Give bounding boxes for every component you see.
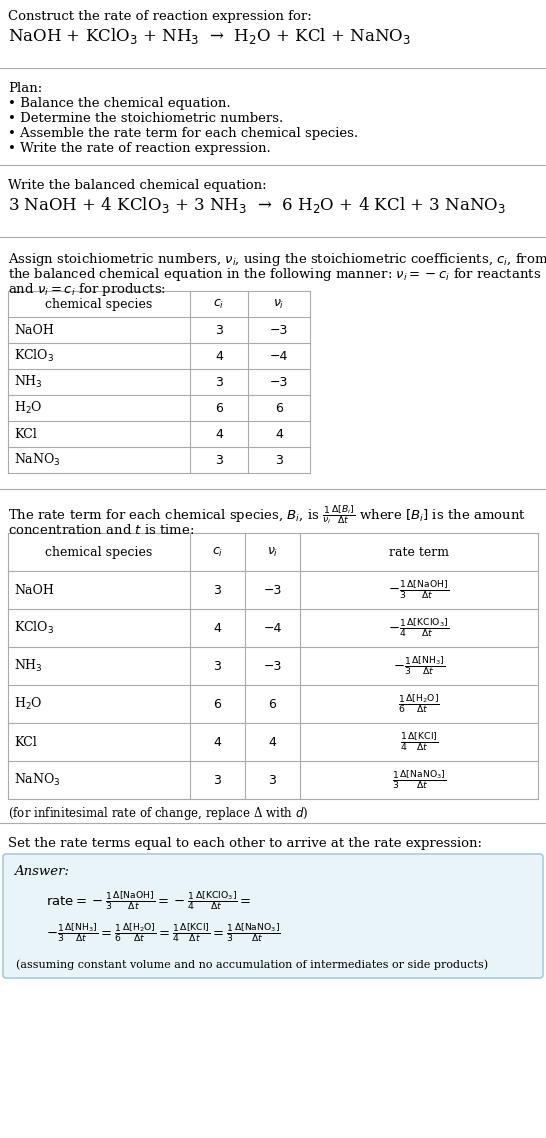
Text: 4: 4 — [269, 735, 276, 749]
Text: 3: 3 — [213, 584, 222, 596]
Text: $-\frac{1}{3}\frac{\Delta[\mathrm{NH_3}]}{\Delta t} = \frac{1}{6}\frac{\Delta[\m: $-\frac{1}{3}\frac{\Delta[\mathrm{NH_3}]… — [46, 921, 281, 943]
Text: and $\nu_i = c_i$ for products:: and $\nu_i = c_i$ for products: — [8, 281, 166, 298]
Text: 3: 3 — [215, 376, 223, 388]
Text: concentration and $t$ is time:: concentration and $t$ is time: — [8, 523, 194, 537]
Text: $c_i$: $c_i$ — [212, 545, 223, 559]
Text: −3: −3 — [263, 660, 282, 673]
Text: H$_2$O: H$_2$O — [14, 696, 43, 712]
Text: Set the rate terms equal to each other to arrive at the rate expression:: Set the rate terms equal to each other t… — [8, 838, 482, 850]
Text: the balanced chemical equation in the following manner: $\nu_i = -c_i$ for react: the balanced chemical equation in the fo… — [8, 266, 541, 283]
Text: −3: −3 — [263, 584, 282, 596]
Text: • Write the rate of reaction expression.: • Write the rate of reaction expression. — [8, 142, 271, 155]
Text: −3: −3 — [270, 376, 288, 388]
Text: 4: 4 — [213, 621, 222, 635]
Text: (for infinitesimal rate of change, replace Δ with $d$): (for infinitesimal rate of change, repla… — [8, 805, 308, 822]
Text: 4: 4 — [215, 349, 223, 363]
Text: $\nu_i$: $\nu_i$ — [267, 545, 278, 559]
Text: $\mathrm{rate} = -\frac{1}{3}\frac{\Delta[\mathrm{NaOH}]}{\Delta t} = -\frac{1}{: $\mathrm{rate} = -\frac{1}{3}\frac{\Delt… — [46, 889, 252, 912]
Text: KCl: KCl — [14, 428, 37, 440]
Text: H$_2$O: H$_2$O — [14, 399, 43, 417]
FancyBboxPatch shape — [3, 854, 543, 978]
Text: 3: 3 — [215, 454, 223, 467]
Text: NaOH: NaOH — [14, 323, 54, 337]
Text: 4: 4 — [275, 428, 283, 440]
Text: 6: 6 — [275, 402, 283, 414]
Text: $\frac{1}{4}\frac{\Delta[\mathrm{KCl}]}{\Delta t}$: $\frac{1}{4}\frac{\Delta[\mathrm{KCl}]}{… — [400, 731, 438, 753]
Text: The rate term for each chemical species, $B_i$, is $\frac{1}{\nu_i}\frac{\Delta[: The rate term for each chemical species,… — [8, 503, 526, 526]
Text: $c_i$: $c_i$ — [213, 297, 224, 311]
Text: 6: 6 — [269, 698, 276, 710]
Text: rate term: rate term — [389, 545, 449, 559]
Text: $\frac{1}{3}\frac{\Delta[\mathrm{NaNO_3}]}{\Delta t}$: $\frac{1}{3}\frac{\Delta[\mathrm{NaNO_3}… — [392, 768, 446, 791]
Text: 4: 4 — [213, 735, 222, 749]
Text: Write the balanced chemical equation:: Write the balanced chemical equation: — [8, 179, 266, 192]
Text: 3: 3 — [213, 774, 222, 786]
Text: 3: 3 — [275, 454, 283, 467]
Text: NaOH + KClO$_3$ + NH$_3$  →  H$_2$O + KCl + NaNO$_3$: NaOH + KClO$_3$ + NH$_3$ → H$_2$O + KCl … — [8, 26, 411, 46]
Text: NH$_3$: NH$_3$ — [14, 658, 43, 674]
Text: NaOH: NaOH — [14, 584, 54, 596]
Text: −4: −4 — [263, 621, 282, 635]
Text: $-\frac{1}{3}\frac{\Delta[\mathrm{NaOH}]}{\Delta t}$: $-\frac{1}{3}\frac{\Delta[\mathrm{NaOH}]… — [388, 579, 449, 601]
Text: 3 NaOH + 4 KClO$_3$ + 3 NH$_3$  →  6 H$_2$O + 4 KCl + 3 NaNO$_3$: 3 NaOH + 4 KClO$_3$ + 3 NH$_3$ → 6 H$_2$… — [8, 195, 506, 215]
Text: −3: −3 — [270, 323, 288, 337]
Text: Plan:: Plan: — [8, 82, 42, 94]
Text: Answer:: Answer: — [14, 865, 69, 879]
Text: 3: 3 — [269, 774, 276, 786]
Text: $\nu_i$: $\nu_i$ — [274, 297, 284, 311]
Text: 6: 6 — [215, 402, 223, 414]
Text: Construct the rate of reaction expression for:: Construct the rate of reaction expressio… — [8, 10, 312, 23]
Text: NH$_3$: NH$_3$ — [14, 374, 43, 390]
Text: −4: −4 — [270, 349, 288, 363]
Text: Assign stoichiometric numbers, $\nu_i$, using the stoichiometric coefficients, $: Assign stoichiometric numbers, $\nu_i$, … — [8, 251, 546, 269]
Text: • Assemble the rate term for each chemical species.: • Assemble the rate term for each chemic… — [8, 127, 358, 140]
Text: NaNO$_3$: NaNO$_3$ — [14, 772, 61, 787]
Text: NaNO$_3$: NaNO$_3$ — [14, 452, 61, 468]
Text: chemical species: chemical species — [45, 545, 153, 559]
Text: chemical species: chemical species — [45, 297, 153, 311]
Text: 3: 3 — [213, 660, 222, 673]
Text: $\frac{1}{6}\frac{\Delta[\mathrm{H_2O}]}{\Delta t}$: $\frac{1}{6}\frac{\Delta[\mathrm{H_2O}]}… — [398, 693, 440, 716]
Text: 3: 3 — [215, 323, 223, 337]
Text: KClO$_3$: KClO$_3$ — [14, 348, 54, 364]
Text: KCl: KCl — [14, 735, 37, 749]
Text: 6: 6 — [213, 698, 222, 710]
Text: (assuming constant volume and no accumulation of intermediates or side products): (assuming constant volume and no accumul… — [16, 959, 488, 970]
Text: • Determine the stoichiometric numbers.: • Determine the stoichiometric numbers. — [8, 112, 283, 125]
Text: 4: 4 — [215, 428, 223, 440]
Text: $-\frac{1}{4}\frac{\Delta[\mathrm{KClO_3}]}{\Delta t}$: $-\frac{1}{4}\frac{\Delta[\mathrm{KClO_3… — [388, 617, 449, 640]
Text: • Balance the chemical equation.: • Balance the chemical equation. — [8, 97, 230, 110]
Text: $-\frac{1}{3}\frac{\Delta[\mathrm{NH_3}]}{\Delta t}$: $-\frac{1}{3}\frac{\Delta[\mathrm{NH_3}]… — [393, 654, 446, 677]
Text: KClO$_3$: KClO$_3$ — [14, 620, 54, 636]
